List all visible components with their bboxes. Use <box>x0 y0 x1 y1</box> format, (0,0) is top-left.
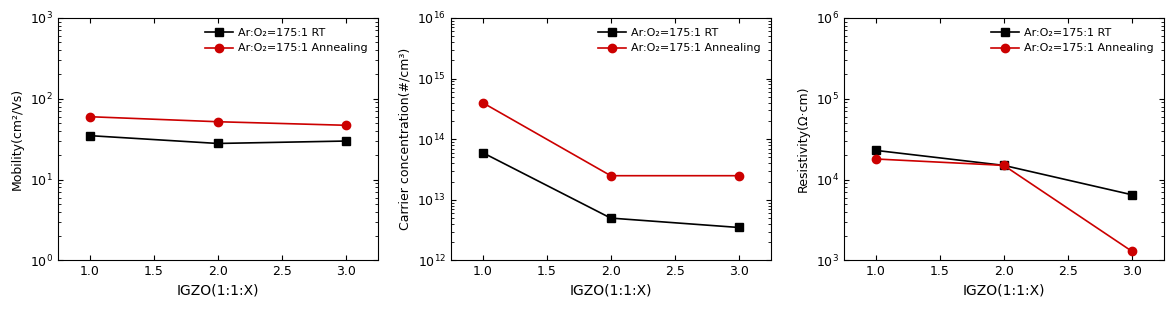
X-axis label: IGZO(1:1:X): IGZO(1:1:X) <box>176 284 258 298</box>
Legend: Ar:O₂=175:1 RT, Ar:O₂=175:1 Annealing: Ar:O₂=175:1 RT, Ar:O₂=175:1 Annealing <box>987 23 1159 58</box>
Ar:O₂=175:1 RT <box>476 151 490 154</box>
Ar:O₂=175:1 RT <box>604 216 618 220</box>
Ar:O₂=175:1 Annealing <box>604 174 618 178</box>
Ar:O₂=175:1 RT <box>868 149 882 152</box>
Line: Ar:O₂=175:1 Annealing: Ar:O₂=175:1 Annealing <box>478 99 743 180</box>
Line: Ar:O₂=175:1 RT: Ar:O₂=175:1 RT <box>872 146 1136 199</box>
Ar:O₂=175:1 RT <box>338 139 352 143</box>
Ar:O₂=175:1 Annealing <box>338 123 352 127</box>
Ar:O₂=175:1 Annealing <box>1124 249 1139 253</box>
Legend: Ar:O₂=175:1 RT, Ar:O₂=175:1 Annealing: Ar:O₂=175:1 RT, Ar:O₂=175:1 Annealing <box>201 23 372 58</box>
Ar:O₂=175:1 Annealing <box>476 101 490 104</box>
X-axis label: IGZO(1:1:X): IGZO(1:1:X) <box>962 284 1045 298</box>
Ar:O₂=175:1 Annealing <box>210 120 224 124</box>
Ar:O₂=175:1 RT <box>1124 193 1139 197</box>
Ar:O₂=175:1 Annealing <box>82 115 96 119</box>
Line: Ar:O₂=175:1 RT: Ar:O₂=175:1 RT <box>478 149 743 232</box>
Line: Ar:O₂=175:1 RT: Ar:O₂=175:1 RT <box>86 131 350 148</box>
Ar:O₂=175:1 Annealing <box>868 157 882 161</box>
Ar:O₂=175:1 Annealing <box>996 163 1010 167</box>
Legend: Ar:O₂=175:1 RT, Ar:O₂=175:1 Annealing: Ar:O₂=175:1 RT, Ar:O₂=175:1 Annealing <box>593 23 765 58</box>
Y-axis label: Resistivity(Ω·cm): Resistivity(Ω·cm) <box>797 86 811 193</box>
Line: Ar:O₂=175:1 Annealing: Ar:O₂=175:1 Annealing <box>86 112 350 129</box>
Line: Ar:O₂=175:1 Annealing: Ar:O₂=175:1 Annealing <box>872 155 1136 256</box>
Ar:O₂=175:1 RT <box>996 163 1010 167</box>
Y-axis label: Mobility(cm²/Vs): Mobility(cm²/Vs) <box>11 88 25 190</box>
Ar:O₂=175:1 RT <box>210 142 224 145</box>
Ar:O₂=175:1 Annealing <box>732 174 746 178</box>
X-axis label: IGZO(1:1:X): IGZO(1:1:X) <box>570 284 652 298</box>
Ar:O₂=175:1 RT <box>82 134 96 138</box>
Y-axis label: Carrier concentration(#/cm³): Carrier concentration(#/cm³) <box>398 48 411 230</box>
Ar:O₂=175:1 RT <box>732 226 746 229</box>
